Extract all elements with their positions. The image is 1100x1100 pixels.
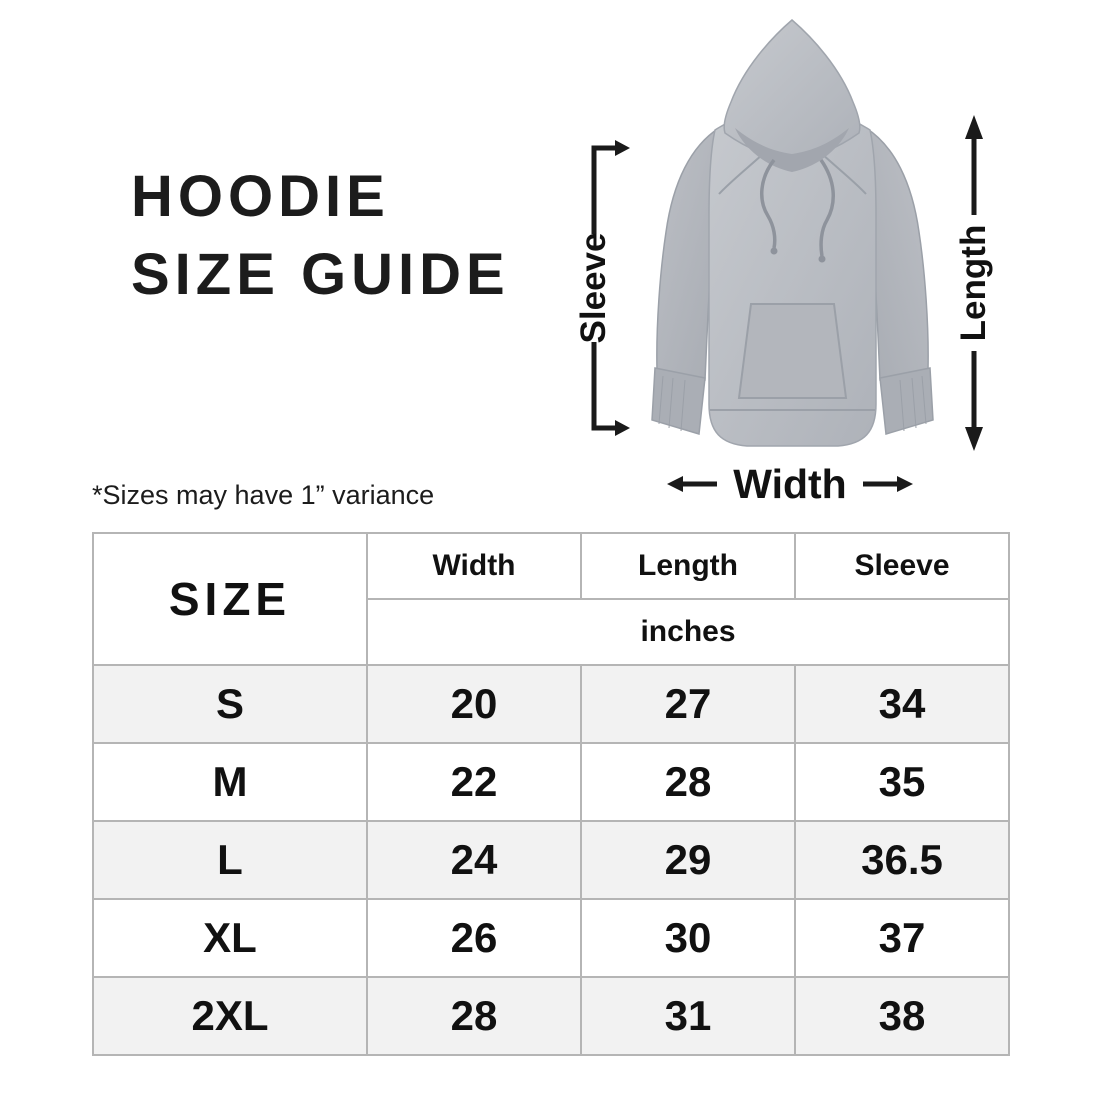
table-header-row: SIZE Width Length Sleeve xyxy=(92,532,1010,666)
length-value: 29 xyxy=(580,820,796,900)
sleeve-measure-annotation: Sleeve xyxy=(574,138,632,438)
length-value: 27 xyxy=(580,664,796,744)
hoodie-drawstrings xyxy=(760,158,835,263)
page-title-line1: HOODIE xyxy=(131,164,390,229)
width-value: 28 xyxy=(366,976,582,1056)
size-value: 2XL xyxy=(92,976,368,1056)
column-header-length: Length xyxy=(580,532,796,600)
sleeve-value: 38 xyxy=(794,976,1010,1056)
sleeve-label: Sleeve xyxy=(574,232,613,344)
hoodie-figure xyxy=(570,8,1095,513)
sleeve-value: 34 xyxy=(794,664,1010,744)
table-row: L 24 29 36.5 xyxy=(92,820,1010,900)
sleeve-value: 36.5 xyxy=(794,820,1010,900)
length-value: 31 xyxy=(580,976,796,1056)
size-value: L xyxy=(92,820,368,900)
width-measure-annotation: Width xyxy=(630,458,950,510)
column-header-sleeve: Sleeve xyxy=(794,532,1010,600)
length-value: 28 xyxy=(580,742,796,822)
width-right-arrow-icon xyxy=(862,476,913,492)
hoodie-hood-opening xyxy=(735,128,849,172)
sleeve-arrow-icon xyxy=(591,140,630,436)
width-label: Width xyxy=(733,460,847,507)
page-title-line2: SIZE GUIDE xyxy=(131,242,510,307)
table-row: M 22 28 35 xyxy=(92,742,1010,822)
table-row: XL 26 30 37 xyxy=(92,898,1010,978)
sleeve-value: 37 xyxy=(794,898,1010,978)
length-label: Length xyxy=(954,224,993,342)
hoodie-pocket xyxy=(737,303,848,399)
size-value: XL xyxy=(92,898,368,978)
variance-note: *Sizes may have 1” variance xyxy=(92,480,435,510)
width-value: 24 xyxy=(366,820,582,900)
size-value: M xyxy=(92,742,368,822)
width-value: 26 xyxy=(366,898,582,978)
column-header-width: Width xyxy=(366,532,582,600)
size-value: S xyxy=(92,664,368,744)
unit-header: inches xyxy=(366,598,1010,666)
table-unit-row: inches xyxy=(93,598,1010,666)
sleeve-value: 35 xyxy=(794,742,1010,822)
size-table: SIZE Width Length Sleeve inches S 20 27 … xyxy=(92,532,1010,1056)
width-left-arrow-icon xyxy=(667,476,718,492)
length-measure-annotation: Length xyxy=(953,113,995,453)
table-row: S 20 27 34 xyxy=(92,664,1010,744)
size-table-section: SIZE Width Length Sleeve inches S 20 27 … xyxy=(92,532,1010,1056)
width-value: 22 xyxy=(366,742,582,822)
length-value: 30 xyxy=(580,898,796,978)
length-arrow-icon xyxy=(965,115,983,451)
hoodie-image xyxy=(651,19,934,447)
size-column-header: SIZE xyxy=(92,532,368,666)
width-value: 20 xyxy=(366,664,582,744)
table-row: 2XL 28 31 38 xyxy=(92,976,1010,1056)
page-title: HOODIE SIZE GUIDE xyxy=(131,158,510,314)
